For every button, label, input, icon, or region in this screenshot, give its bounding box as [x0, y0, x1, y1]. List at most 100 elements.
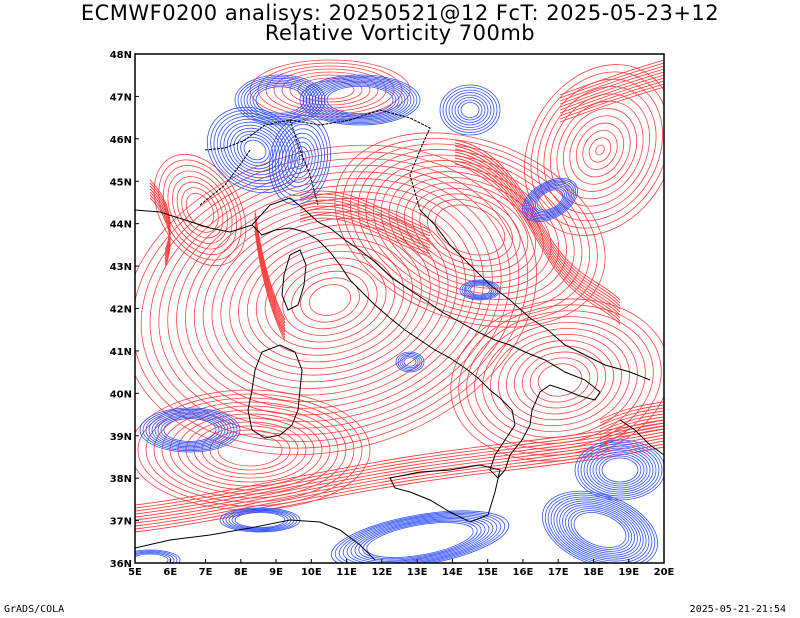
contour-line	[586, 447, 654, 493]
contour-line	[311, 79, 409, 121]
contour-line	[167, 178, 493, 422]
lon-label: 15E	[477, 567, 498, 578]
contour-line	[233, 130, 277, 170]
contour-line	[366, 522, 474, 558]
contour-line	[454, 163, 621, 325]
contour-line	[289, 74, 371, 106]
lat-label: 46N	[110, 135, 132, 146]
contour-line	[574, 439, 664, 501]
contour-line	[582, 130, 618, 170]
contour-line	[599, 413, 664, 433]
contour-line	[135, 549, 181, 563]
contour-line	[411, 187, 529, 273]
contour-line	[254, 221, 286, 333]
contour-line	[167, 170, 233, 250]
contour-line	[142, 408, 238, 452]
contour-line	[467, 283, 493, 297]
contour-line	[243, 139, 267, 161]
contour-line	[299, 214, 431, 255]
lat-label: 36N	[110, 559, 132, 570]
contour-line	[559, 80, 664, 117]
contour-line	[565, 506, 635, 554]
contour-line	[223, 121, 287, 179]
contour-line	[238, 231, 422, 369]
contour-line	[305, 77, 415, 123]
contour-line	[599, 416, 664, 436]
contour-line	[573, 512, 627, 548]
lon-label: 19E	[618, 567, 639, 578]
contour-line	[536, 189, 564, 211]
contour-line	[395, 351, 425, 373]
contour-line	[448, 92, 492, 128]
contour-line	[293, 150, 307, 170]
contour-line	[403, 357, 417, 367]
contour-line	[323, 84, 397, 116]
contour-line	[562, 108, 638, 192]
contour-line	[139, 407, 241, 453]
contour-line	[362, 520, 478, 560]
contour-line	[559, 502, 641, 558]
lon-label: 14E	[442, 567, 463, 578]
contour-line	[220, 217, 440, 383]
contour-line	[569, 115, 631, 185]
contour-line	[326, 85, 394, 115]
contour-line	[254, 209, 286, 321]
contour-line	[556, 500, 644, 560]
contour-line	[296, 155, 304, 165]
contour-line	[599, 419, 664, 439]
lon-label: 16E	[513, 567, 534, 578]
contour-line	[290, 146, 310, 174]
contour-line	[249, 82, 311, 118]
contour-line	[220, 118, 290, 182]
contour-line	[193, 197, 467, 403]
lat-label: 43N	[110, 262, 132, 273]
contour-line	[544, 492, 656, 563]
footer-software: GrADS/COLA	[4, 604, 65, 615]
contour-line	[403, 182, 537, 278]
contour-line	[299, 193, 431, 234]
contour-line	[240, 136, 270, 164]
contour-line	[287, 141, 313, 179]
contour-line	[255, 86, 305, 114]
contour-line	[299, 199, 431, 240]
contour-line	[135, 431, 664, 518]
contour-line	[135, 552, 172, 563]
map-background	[135, 54, 664, 563]
balkan-coastline	[419, 209, 651, 381]
contour-line	[454, 139, 621, 301]
sicily-coastline	[389, 464, 501, 523]
contour-line	[234, 512, 286, 528]
contour-line	[349, 143, 591, 317]
contour-line	[595, 144, 605, 156]
contour-line	[525, 180, 575, 220]
contour-line	[342, 514, 498, 563]
contour-line	[559, 71, 664, 108]
sardinia-coastline	[247, 344, 303, 439]
lon-label: 12E	[371, 567, 392, 578]
contour-line	[550, 496, 650, 563]
contour-line	[226, 124, 284, 176]
contour-line	[419, 193, 521, 267]
contour-line	[229, 224, 431, 376]
contour-line	[206, 106, 304, 194]
contour-line	[556, 100, 644, 200]
contour-line	[135, 551, 175, 563]
contour-line	[154, 414, 226, 446]
contour-line	[230, 127, 280, 173]
contour-line	[254, 218, 286, 330]
contour-line	[334, 132, 606, 328]
contour-line	[299, 211, 431, 252]
contour-line	[521, 351, 599, 409]
lon-label: 18E	[583, 567, 604, 578]
contour-line	[588, 137, 612, 163]
contour-line	[346, 515, 494, 563]
contour-line	[254, 215, 286, 327]
contour-line	[269, 114, 331, 206]
contour-line	[553, 498, 647, 562]
contour-line	[451, 94, 489, 126]
contour-line	[505, 339, 615, 421]
contour-line	[442, 87, 498, 133]
contour-line	[529, 357, 591, 403]
contour-line	[163, 418, 217, 442]
contour-line	[534, 188, 566, 212]
